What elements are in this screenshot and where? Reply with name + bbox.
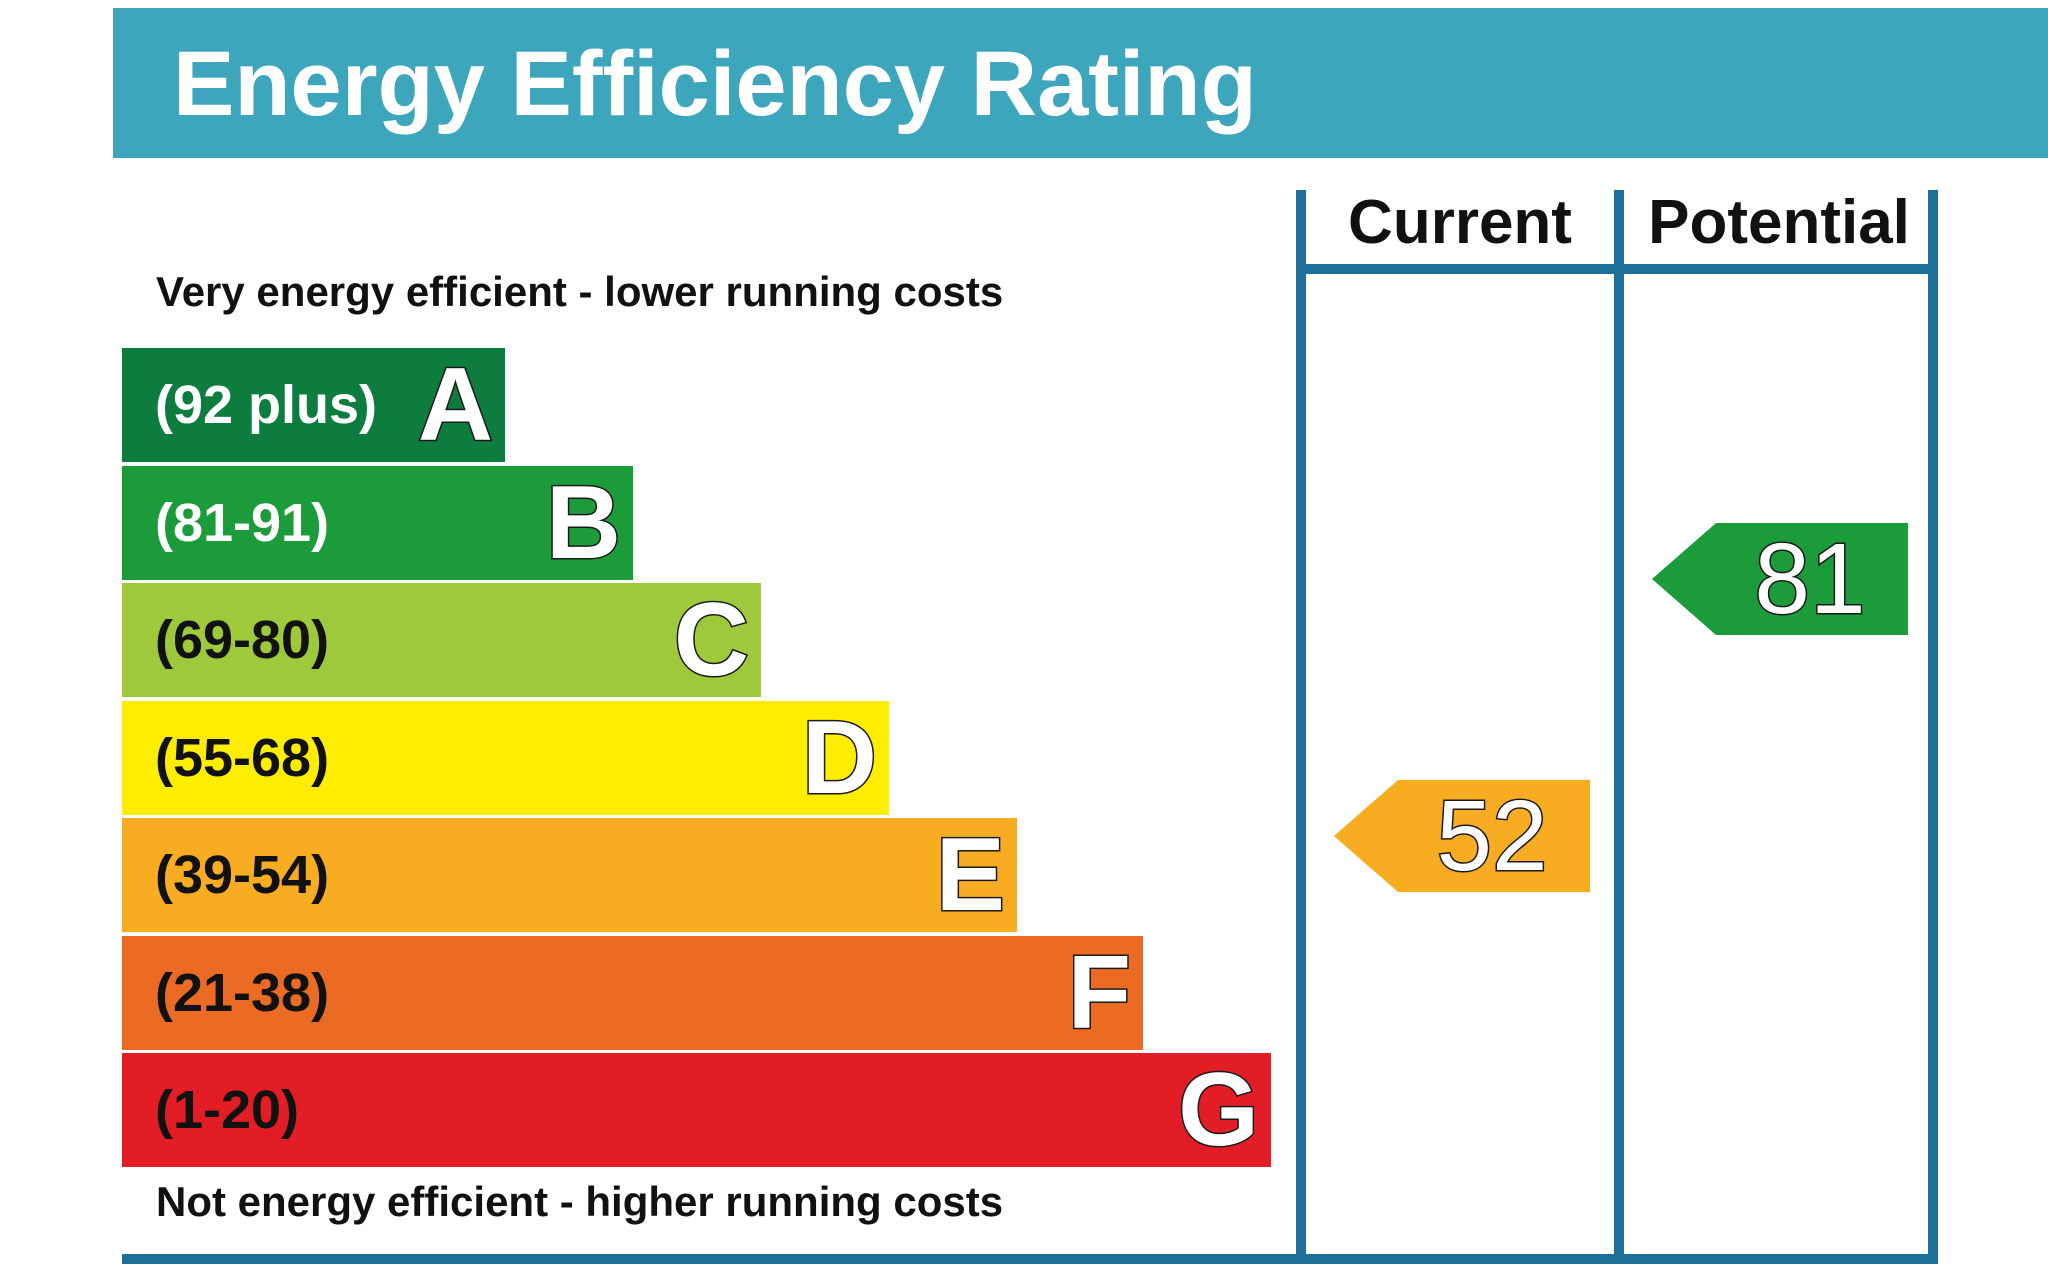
left-column-border — [1296, 190, 1306, 1260]
band-g: (1-20) G — [122, 1052, 1271, 1169]
band-e: (39-54) E — [122, 817, 1017, 934]
potential-arrow-shape — [1652, 523, 1908, 635]
band-range-label: (81-91) — [155, 493, 330, 553]
band-letter: B — [544, 465, 622, 582]
current-rating-value: 52 — [1435, 779, 1549, 894]
column-header-underline — [1296, 264, 1938, 274]
band-range-label: (39-54) — [155, 845, 330, 905]
middle-column-border — [1614, 190, 1624, 1260]
band-f: (21-38) F — [122, 935, 1143, 1052]
current-arrow-shape — [1334, 780, 1590, 892]
potential-column-label: Potential — [1648, 188, 1910, 257]
band-c: (69-80) C — [122, 582, 761, 699]
potential-rating-arrow: 81 — [1652, 522, 1908, 637]
band-range-label: (1-20) — [155, 1080, 300, 1140]
band-range-label: (55-68) — [155, 728, 330, 788]
not-efficient-note: Not energy efficient - higher running co… — [156, 1178, 1004, 1225]
band-d: (55-68) D — [122, 700, 889, 817]
band-b: (81-91) B — [122, 465, 633, 582]
very-efficient-note: Very energy efficient - lower running co… — [156, 268, 1004, 315]
band-a: (92 plus) A — [122, 347, 505, 464]
header-banner: Energy Efficiency Rating — [113, 8, 2048, 158]
current-rating-arrow: 52 — [1334, 779, 1590, 894]
band-letter: C — [672, 582, 750, 699]
band-letter: G — [1177, 1052, 1261, 1169]
band-letter: D — [800, 700, 878, 817]
band-letter: A — [416, 347, 494, 464]
band-range-label: (92 plus) — [155, 375, 378, 435]
right-column-border — [1928, 190, 1938, 1260]
current-column-label: Current — [1348, 188, 1572, 257]
chart-title: Energy Efficiency Rating — [173, 33, 1257, 135]
band-range-label: (69-80) — [155, 610, 330, 670]
band-letter: F — [1066, 935, 1133, 1052]
chart-bottom-border — [122, 1254, 1938, 1264]
band-range-label: (21-38) — [155, 963, 330, 1023]
potential-rating-value: 81 — [1753, 522, 1867, 637]
band-letter: E — [934, 817, 1006, 934]
